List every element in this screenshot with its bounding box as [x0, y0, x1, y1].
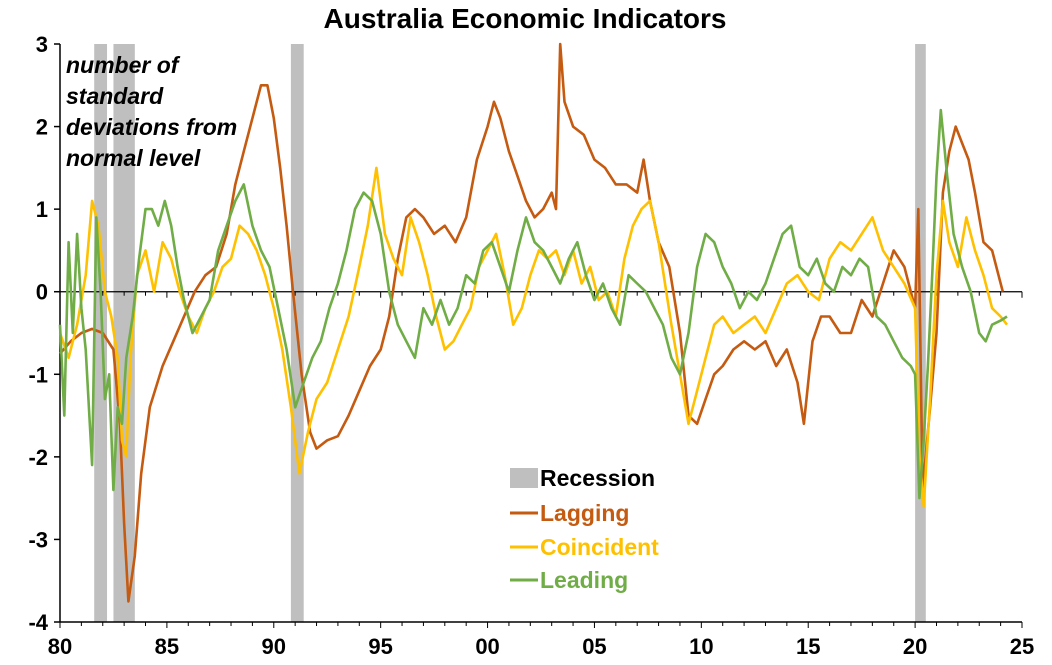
y-tick-label: -4 [28, 610, 48, 635]
series-lines [58, 42, 1009, 603]
y-tick-label: 2 [36, 115, 48, 140]
x-tick-label: 85 [155, 634, 179, 659]
x-tick-label: 25 [1010, 634, 1034, 659]
series-line-coincident [58, 166, 1009, 508]
y-tick-labels: 3 2 1 0 -1 -2 -3 -4 [28, 32, 48, 635]
x-tick-label: 10 [689, 634, 713, 659]
legend-label-leading: Leading [540, 567, 628, 593]
recession-band-2 [113, 44, 135, 622]
y-tick-label: 0 [36, 280, 48, 305]
x-tick-label: 15 [796, 634, 820, 659]
legend-swatch-recession [510, 468, 538, 488]
legend-label-coincident: Coincident [540, 534, 659, 560]
y-tick-label: -1 [28, 362, 48, 387]
legend-label-recession: Recession [540, 465, 655, 491]
x-tick-label: 95 [368, 634, 392, 659]
series-line-lagging [59, 42, 1005, 603]
annotation-line-2: standard [66, 83, 164, 109]
x-tick-label: 05 [582, 634, 606, 659]
y-tick-label: -2 [28, 445, 48, 470]
y-tick-label: 3 [36, 32, 48, 57]
x-tick-label: 20 [903, 634, 927, 659]
y-tick-label: 1 [36, 197, 48, 222]
legend-label-lagging: Lagging [540, 500, 629, 526]
annotation-line-3: deviations from [66, 114, 237, 140]
annotation-line-4: normal level [66, 145, 201, 171]
x-tick-label: 00 [475, 634, 499, 659]
chart-title: Australia Economic Indicators [324, 3, 727, 34]
y-tick-label: -3 [28, 527, 48, 552]
series-line-leading [58, 108, 1008, 500]
x-tick-label: 80 [48, 634, 72, 659]
x-tick-labels: 80 85 90 95 00 05 10 15 20 25 [48, 634, 1034, 659]
legend: Recession Lagging Coincident Leading [510, 465, 659, 593]
annotation: number of standard deviations from norma… [66, 52, 237, 171]
annotation-line-1: number of [66, 52, 181, 78]
x-tick-label: 90 [262, 634, 286, 659]
